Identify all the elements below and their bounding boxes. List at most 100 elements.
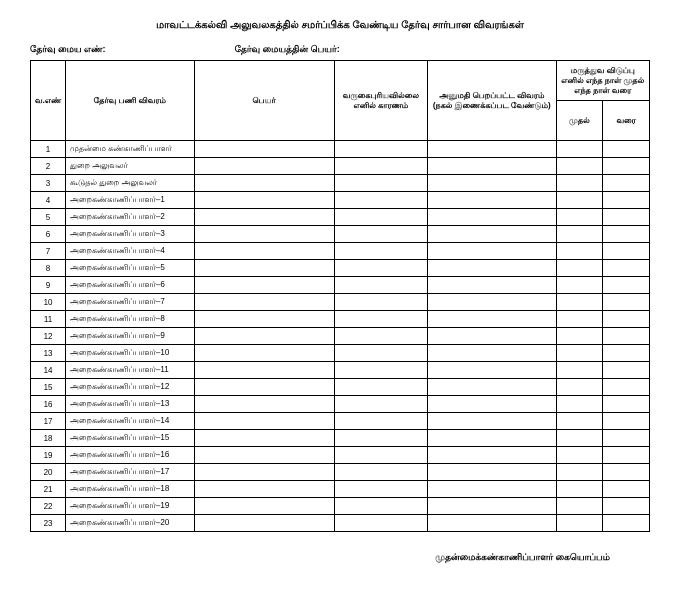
cell-approval (428, 192, 556, 209)
table-row: 17அறைகண்காணிப்பாளர்–14 (31, 413, 650, 430)
cell-from (556, 345, 603, 362)
table-row: 22அறைகண்காணிப்பாளர்–19 (31, 498, 650, 515)
table-row: 20அறைகண்காணிப்பாளர்–17 (31, 464, 650, 481)
table-row: 3கூடுதல் துறை அலுவலர் (31, 175, 650, 192)
cell-approval (428, 328, 556, 345)
cell-from (556, 430, 603, 447)
cell-reason (334, 209, 427, 226)
cell-name (194, 413, 334, 430)
cell-sno: 14 (31, 362, 66, 379)
cell-from (556, 226, 603, 243)
cell-reason (334, 345, 427, 362)
table-row: 2துறை அலுவலர் (31, 158, 650, 175)
cell-reason (334, 379, 427, 396)
cell-desc: அறைகண்காணிப்பாளர்–14 (66, 413, 194, 430)
cell-to (603, 294, 650, 311)
cell-desc: அறைகண்காணிப்பாளர்–12 (66, 379, 194, 396)
cell-approval (428, 379, 556, 396)
cell-from (556, 209, 603, 226)
cell-sno: 21 (31, 481, 66, 498)
cell-to (603, 379, 650, 396)
cell-approval (428, 413, 556, 430)
cell-approval (428, 226, 556, 243)
cell-name (194, 209, 334, 226)
cell-desc: அறைகண்காணிப்பாளர்–1 (66, 192, 194, 209)
cell-desc: துறை அலுவலர் (66, 158, 194, 175)
col-desc: தேர்வு பணி விவரம் (66, 61, 194, 141)
table-row: 19அறைகண்காணிப்பாளர்–16 (31, 447, 650, 464)
cell-sno: 5 (31, 209, 66, 226)
cell-desc: அறைகண்காணிப்பாளர்–18 (66, 481, 194, 498)
cell-reason (334, 447, 427, 464)
table-row: 13அறைகண்காணிப்பாளர்–10 (31, 345, 650, 362)
cell-reason (334, 243, 427, 260)
cell-from (556, 413, 603, 430)
cell-to (603, 498, 650, 515)
cell-approval (428, 158, 556, 175)
col-reason: வருகைபுரியவில்லை எனில் காரணம் (334, 61, 427, 141)
table-row: 12அறைகண்காணிப்பாளர்–9 (31, 328, 650, 345)
cell-to (603, 328, 650, 345)
cell-to (603, 158, 650, 175)
cell-desc: அறைகண்காணிப்பாளர்–6 (66, 277, 194, 294)
cell-sno: 7 (31, 243, 66, 260)
cell-from (556, 447, 603, 464)
cell-name (194, 430, 334, 447)
cell-from (556, 243, 603, 260)
cell-to (603, 430, 650, 447)
exam-center-no-label: தேர்வு மைய எண்: (30, 44, 235, 56)
col-leave: மருத்துவ விடுப்பு எனில் எந்த நாள் முதல் … (556, 61, 649, 101)
cell-name (194, 243, 334, 260)
cell-to (603, 413, 650, 430)
cell-reason (334, 260, 427, 277)
cell-reason (334, 413, 427, 430)
cell-sno: 12 (31, 328, 66, 345)
cell-name (194, 311, 334, 328)
cell-from (556, 362, 603, 379)
table-row: 15அறைகண்காணிப்பாளர்–12 (31, 379, 650, 396)
cell-name (194, 260, 334, 277)
signature-label: முதன்மைக்கண்காணிப்பாளர் கையொப்பம் (30, 552, 650, 564)
cell-name (194, 328, 334, 345)
cell-from (556, 464, 603, 481)
cell-approval (428, 294, 556, 311)
table-row: 1முதன்மை கண்காணிப்பாளர் (31, 141, 650, 158)
cell-from (556, 498, 603, 515)
cell-name (194, 226, 334, 243)
cell-reason (334, 430, 427, 447)
cell-to (603, 226, 650, 243)
cell-name (194, 294, 334, 311)
cell-reason (334, 294, 427, 311)
cell-approval (428, 396, 556, 413)
cell-reason (334, 464, 427, 481)
cell-name (194, 158, 334, 175)
cell-approval (428, 430, 556, 447)
table-row: 8அறைகண்காணிப்பாளர்–5 (31, 260, 650, 277)
table-row: 7அறைகண்காணிப்பாளர்–4 (31, 243, 650, 260)
cell-name (194, 464, 334, 481)
cell-desc: கூடுதல் துறை அலுவலர் (66, 175, 194, 192)
table-row: 6அறைகண்காணிப்பாளர்–3 (31, 226, 650, 243)
cell-sno: 19 (31, 447, 66, 464)
cell-approval (428, 447, 556, 464)
cell-to (603, 260, 650, 277)
cell-approval (428, 311, 556, 328)
cell-approval (428, 243, 556, 260)
cell-name (194, 345, 334, 362)
cell-sno: 9 (31, 277, 66, 294)
cell-sno: 11 (31, 311, 66, 328)
cell-approval (428, 209, 556, 226)
cell-reason (334, 498, 427, 515)
details-table: வ.எண் தேர்வு பணி விவரம் பெயர் வருகைபுரிய… (30, 60, 650, 532)
cell-approval (428, 362, 556, 379)
cell-reason (334, 192, 427, 209)
col-approval: அனுமதி பெறப்பட்ட விவரம் (நகல் இணைக்கப்பட… (428, 61, 556, 141)
cell-sno: 20 (31, 464, 66, 481)
cell-reason (334, 396, 427, 413)
cell-to (603, 277, 650, 294)
cell-name (194, 277, 334, 294)
cell-reason (334, 311, 427, 328)
cell-to (603, 243, 650, 260)
cell-to (603, 311, 650, 328)
cell-approval (428, 345, 556, 362)
